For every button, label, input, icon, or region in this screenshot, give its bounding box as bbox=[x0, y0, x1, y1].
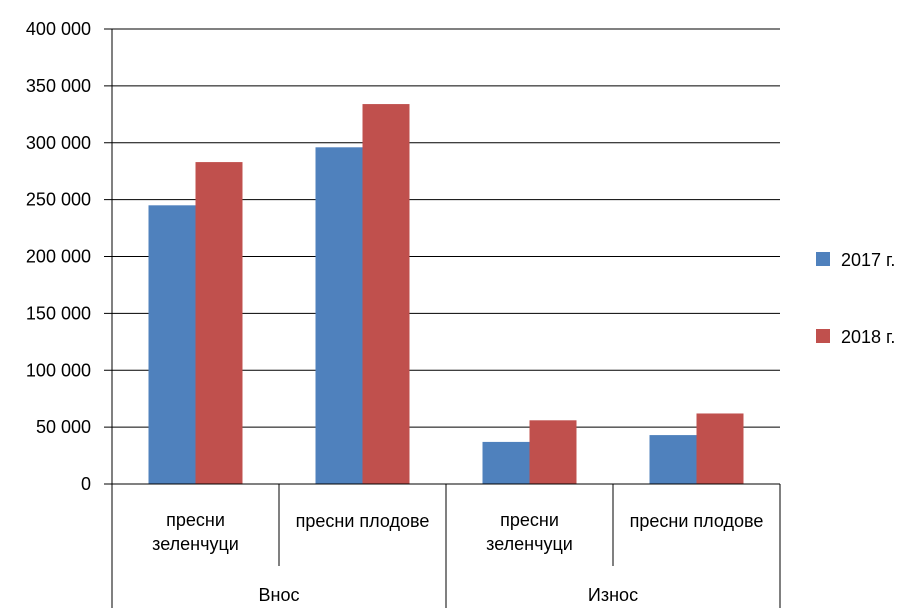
y-tick-label: 150 000 bbox=[26, 303, 91, 323]
y-tick-label: 50 000 bbox=[36, 417, 91, 437]
legend-label: 2018 г. bbox=[841, 327, 895, 347]
legend-label: 2017 г. bbox=[841, 250, 895, 270]
bar bbox=[148, 205, 196, 484]
x-category-labels: пресни зеленчуци пресни плодове пресни зелен… bbox=[152, 510, 763, 605]
bar bbox=[482, 441, 530, 484]
y-tick-label: 400 000 bbox=[26, 19, 91, 39]
x-category-label: зеленчуци bbox=[152, 534, 239, 554]
bar bbox=[529, 420, 577, 484]
bar bbox=[315, 147, 363, 485]
legend-swatch bbox=[816, 252, 830, 266]
x-category-label: пресни плодове bbox=[296, 511, 430, 531]
y-tick-label: 250 000 bbox=[26, 190, 91, 210]
x-category-label: пресни плодове bbox=[630, 511, 764, 531]
x-category-label: пресни bbox=[166, 510, 225, 530]
x-category-label: пресни bbox=[500, 510, 559, 530]
y-tick-labels: 0 50 000 100 000 150 000 200 000 250 000 300 0… bbox=[26, 19, 91, 494]
y-tick-label: 100 000 bbox=[26, 360, 91, 380]
axes bbox=[111, 29, 781, 608]
x-group-label: Износ bbox=[588, 585, 638, 605]
bar bbox=[195, 162, 243, 484]
legend-swatch bbox=[816, 329, 830, 343]
bars bbox=[148, 104, 744, 485]
x-category-label: зеленчуци bbox=[486, 534, 573, 554]
y-tick-label: 350 000 bbox=[26, 76, 91, 96]
x-group-label: Внос bbox=[259, 585, 300, 605]
y-tick-label: 200 000 bbox=[26, 247, 91, 267]
legend: 2017 г. 2018 г. bbox=[816, 250, 895, 347]
bar bbox=[696, 413, 744, 484]
bar bbox=[362, 104, 410, 484]
y-tick-label: 300 000 bbox=[26, 133, 91, 153]
y-tick-label: 0 bbox=[81, 474, 91, 494]
bar bbox=[649, 435, 697, 484]
